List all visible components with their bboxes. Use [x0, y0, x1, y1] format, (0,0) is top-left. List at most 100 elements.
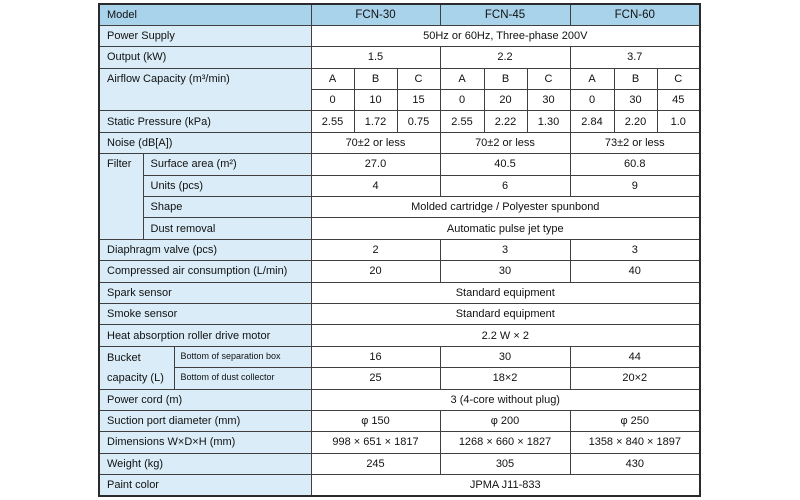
weight-value: 245: [310, 452, 441, 476]
table-row-power-cord: Power cord (m) 3 (4-core without plug): [98, 388, 701, 411]
power-supply-label: Power Supply: [98, 24, 312, 48]
table-row-dimensions: Dimensions W×D×H (mm) 998 × 651 × 1817 1…: [98, 431, 701, 454]
spark-sensor-label: Spark sensor: [98, 281, 312, 304]
bucket-collector-value: 20×2: [569, 367, 701, 390]
power-cord-value: 3 (4-core without plug): [310, 388, 701, 411]
diaphragm-label: Diaphragm valve (pcs): [98, 238, 312, 262]
filter-surface-value: 40.5: [439, 153, 571, 176]
airflow-col: C: [526, 67, 571, 91]
filter-units-value: 6: [439, 174, 571, 198]
model-name-fcn30: FCN-30: [310, 3, 441, 26]
airflow-col: A: [439, 67, 485, 91]
product-spec-table: Model FCN-30 FCN-45 FCN-60 Power Supply …: [98, 3, 702, 497]
bucket-separation-value: 16: [310, 345, 441, 369]
static-pressure-value: 2.55: [310, 110, 355, 133]
weight-label: Weight (kg): [98, 452, 312, 476]
airflow-col: C: [656, 67, 701, 91]
static-pressure-value: 1.72: [353, 110, 398, 133]
bucket-collector-label: Bottom of dust collector: [173, 367, 312, 390]
table-row-weight: Weight (kg) 245 305 430: [98, 452, 701, 476]
table-row-filter-units: Units (pcs) 4 6 9: [99, 174, 701, 198]
table-row-spark-sensor: Spark sensor Standard equipment: [98, 281, 701, 304]
table-row-noise: Noise (dB[A]) 70±2 or less 70±2 or less …: [98, 131, 701, 155]
table-row-smoke-sensor: Smoke sensor Standard equipment: [98, 302, 701, 326]
airflow-label: Airflow Capacity (m³/min): [98, 67, 312, 112]
paint-label: Paint color: [98, 474, 312, 497]
table-row-airflow-vals: 0 10 15 0 20 30 0 30 45: [99, 89, 701, 112]
filter-shape-label: Shape: [142, 196, 312, 219]
airflow-value: 30: [526, 89, 571, 112]
weight-value: 430: [569, 452, 701, 476]
table-row-bucket-separation: Bucket capacity (L) Bottom of separation…: [98, 345, 701, 390]
diaphragm-value: 3: [439, 238, 571, 262]
heat-motor-label: Heat absorption roller drive motor: [98, 324, 312, 347]
filter-surface-value: 60.8: [569, 153, 701, 176]
static-pressure-value: 2.20: [613, 110, 658, 133]
model-row-label: Model: [98, 3, 312, 26]
static-pressure-value: 0.75: [396, 110, 441, 133]
static-pressure-label: Static Pressure (kPa): [98, 110, 312, 133]
output-value: 2.2: [439, 46, 571, 69]
filter-group-label: Filter: [98, 153, 144, 240]
model-name-fcn45: FCN-45: [439, 3, 571, 26]
table-row-static-pressure: Static Pressure (kPa) 2.55 1.72 0.75 2.5…: [98, 110, 701, 133]
suction-value: φ 250: [569, 409, 701, 433]
airflow-col: B: [483, 67, 528, 91]
bucket-separation-value: 30: [439, 345, 571, 369]
power-supply-value: 50Hz or 60Hz, Three-phase 200V: [310, 24, 701, 48]
dimensions-value: 1268 × 660 × 1827: [439, 431, 571, 454]
power-cord-label: Power cord (m): [98, 388, 312, 411]
static-pressure-value: 1.0: [656, 110, 701, 133]
dimensions-value: 998 × 651 × 1817: [310, 431, 441, 454]
airflow-value: 0: [310, 89, 355, 112]
filter-surface-label: Surface area (m²): [142, 153, 312, 176]
suction-value: φ 200: [439, 409, 571, 433]
airflow-value: 30: [613, 89, 658, 112]
noise-label: Noise (dB[A]): [98, 131, 312, 155]
static-pressure-value: 1.30: [526, 110, 571, 133]
table-row-bucket-collector: Bottom of dust collector 25 18×2 20×2: [99, 367, 701, 390]
heat-motor-value: 2.2 W × 2: [310, 324, 701, 347]
output-label: Output (kW): [98, 46, 312, 69]
bucket-separation-value: 44: [569, 345, 701, 369]
output-value: 3.7: [569, 46, 701, 69]
noise-value: 70±2 or less: [310, 131, 441, 155]
weight-value: 305: [439, 452, 571, 476]
bucket-collector-value: 18×2: [439, 367, 571, 390]
output-value: 1.5: [310, 46, 441, 69]
diaphragm-value: 3: [569, 238, 701, 262]
bucket-separation-label: Bottom of separation box: [173, 345, 312, 369]
table-row-compressed-air: Compressed air consumption (L/min) 20 30…: [98, 260, 701, 283]
compressed-air-value: 40: [569, 260, 701, 283]
airflow-value: 45: [656, 89, 701, 112]
airflow-col: C: [396, 67, 441, 91]
airflow-value: 0: [569, 89, 615, 112]
compressed-air-label: Compressed air consumption (L/min): [98, 260, 312, 283]
diaphragm-value: 2: [310, 238, 441, 262]
dimensions-value: 1358 × 840 × 1897: [569, 431, 701, 454]
filter-shape-value: Molded cartridge / Polyester spunbond: [310, 196, 701, 219]
static-pressure-value: 2.22: [483, 110, 528, 133]
suction-label: Suction port diameter (mm): [98, 409, 312, 433]
filter-units-value: 4: [310, 174, 441, 198]
dimensions-label: Dimensions W×D×H (mm): [98, 431, 312, 454]
filter-dust-label: Dust removal: [142, 217, 312, 240]
table-row-suction: Suction port diameter (mm) φ 150 φ 200 φ…: [98, 409, 701, 433]
smoke-sensor-label: Smoke sensor: [98, 302, 312, 326]
compressed-air-value: 20: [310, 260, 441, 283]
filter-surface-value: 27.0: [310, 153, 441, 176]
noise-value: 70±2 or less: [439, 131, 571, 155]
suction-value: φ 150: [310, 409, 441, 433]
table-row-output: Output (kW) 1.5 2.2 3.7: [98, 46, 701, 69]
spark-sensor-value: Standard equipment: [310, 281, 701, 304]
table-row-heat-motor: Heat absorption roller drive motor 2.2 W…: [98, 324, 701, 347]
table-row-model: Model FCN-30 FCN-45 FCN-60: [98, 3, 701, 26]
noise-value: 73±2 or less: [569, 131, 701, 155]
table-row-paint: Paint color JPMA J11-833: [98, 474, 701, 497]
table-row-filter-surface: Filter Surface area (m²) 27.0 40.5 60.8: [98, 153, 701, 240]
table-row-diaphragm: Diaphragm valve (pcs) 2 3 3: [98, 238, 701, 262]
bucket-group-label: Bucket capacity (L): [98, 345, 175, 390]
airflow-col: B: [353, 67, 398, 91]
static-pressure-value: 2.55: [439, 110, 485, 133]
table-row-power-supply: Power Supply 50Hz or 60Hz, Three-phase 2…: [98, 24, 701, 48]
